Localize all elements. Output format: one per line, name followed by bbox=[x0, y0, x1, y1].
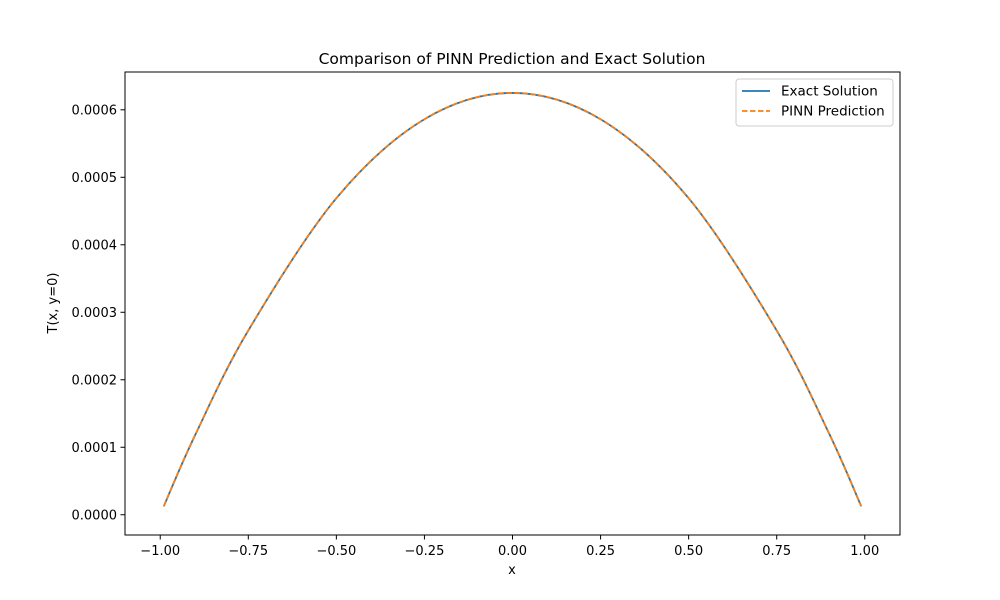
series-line-exact-solution bbox=[162, 92, 863, 507]
x-tick-label: −0.25 bbox=[405, 544, 445, 559]
x-tick-label: 0.75 bbox=[762, 544, 791, 559]
x-tick-label: −1.00 bbox=[140, 544, 180, 559]
legend-box bbox=[735, 78, 894, 127]
legend-label: Exact Solution bbox=[781, 84, 878, 100]
x-tick-label: −0.50 bbox=[316, 544, 356, 559]
y-axis-title: T(x, y=0) bbox=[46, 273, 61, 335]
x-tick-label: −0.75 bbox=[228, 544, 268, 559]
y-tick-label: 0.0002 bbox=[72, 373, 118, 388]
x-tick-label: 1.00 bbox=[850, 544, 879, 559]
y-tick-label: 0.0006 bbox=[72, 103, 118, 118]
x-tick-label: 0.50 bbox=[674, 544, 703, 559]
y-tick-label: 0.0001 bbox=[72, 441, 118, 456]
x-tick-label: 0.25 bbox=[586, 544, 615, 559]
y-tick-label: 0.0000 bbox=[72, 508, 118, 523]
y-tick-label: 0.0003 bbox=[72, 306, 118, 321]
plot-area: −1.00 −0.75 −0.50 −0.25 0.00 0.25 0.50 0.75 1.00… bbox=[72, 71, 901, 559]
y-tick-label: 0.0004 bbox=[72, 238, 118, 253]
series-line-pinn-prediction bbox=[162, 92, 863, 507]
chart-title: Comparison of PINN Prediction and Exact … bbox=[319, 50, 706, 68]
x-tick-label: 0.00 bbox=[498, 544, 527, 559]
axes-frame bbox=[124, 71, 901, 536]
legend-label: PINN Prediction bbox=[781, 104, 885, 120]
y-tick-label: 0.0005 bbox=[72, 171, 118, 186]
x-axis-title: x bbox=[508, 563, 516, 578]
